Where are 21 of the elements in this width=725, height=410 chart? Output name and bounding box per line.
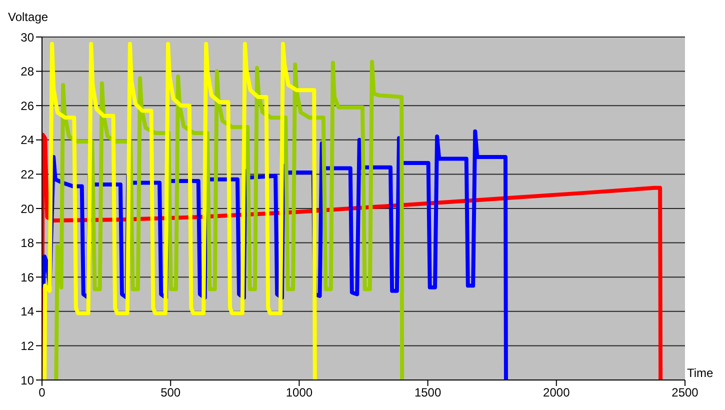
x-tick-label: 500 [160, 386, 181, 400]
y-tick-label: 30 [20, 30, 34, 44]
y-tick-label: 18 [20, 236, 34, 250]
y-tick-label: 14 [20, 304, 34, 319]
y-tick-label: 10 [20, 373, 34, 388]
x-tick-label: 1000 [286, 386, 313, 400]
y-tick-label: 12 [20, 338, 34, 353]
y-tick-label: 20 [20, 202, 34, 216]
x-tick-label: 1500 [414, 386, 442, 400]
y-tick-label: 16 [20, 270, 34, 284]
line-series [54, 60, 404, 380]
y-axis-title: Voltage [8, 10, 48, 24]
y-tick-label: 28 [20, 64, 34, 79]
y-tick-label: 26 [20, 98, 34, 113]
x-tick-label: 0 [38, 386, 46, 400]
x-axis-title: Time [687, 366, 714, 380]
x-tick-label: 2500 [672, 386, 699, 400]
line-series [42, 42, 317, 380]
y-tick-label: 22 [20, 167, 34, 182]
x-tick-label: 2000 [543, 386, 570, 400]
y-tick-label: 24 [20, 133, 34, 148]
